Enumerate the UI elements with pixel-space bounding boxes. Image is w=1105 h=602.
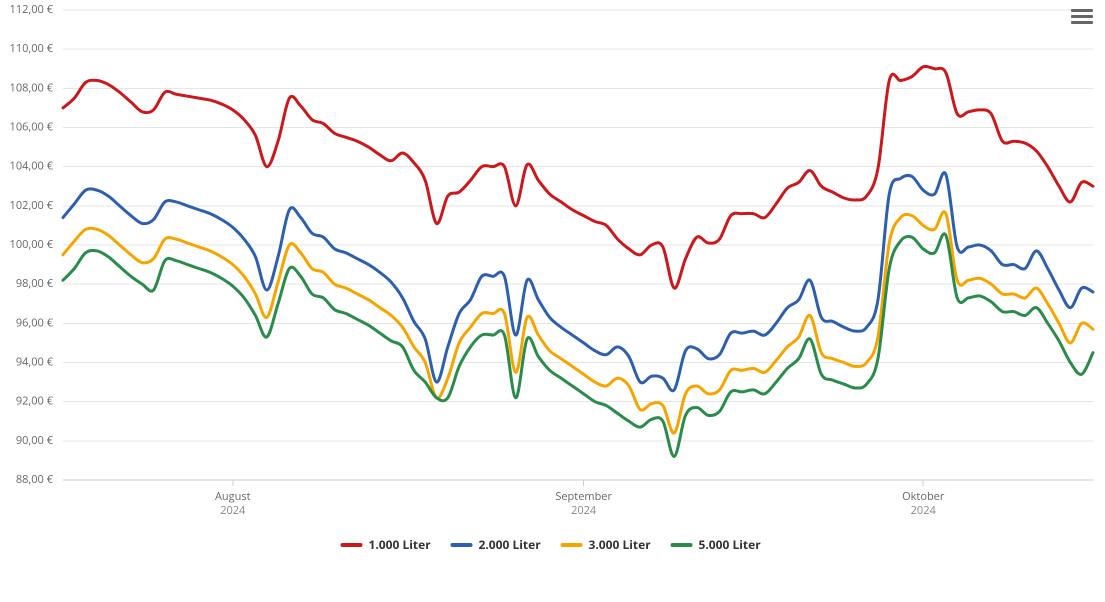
y-tick-label: 104,00 €: [10, 159, 54, 174]
legend-label[interactable]: 2.000 Liter: [479, 536, 542, 553]
y-tick-label: 106,00 €: [10, 119, 54, 134]
x-tick-sublabel: 2024: [911, 503, 937, 518]
y-tick-label: 94,00 €: [16, 354, 54, 369]
y-tick-label: 100,00 €: [10, 237, 54, 252]
legend-label[interactable]: 5.000 Liter: [699, 536, 762, 553]
y-tick-label: 92,00 €: [16, 394, 54, 409]
y-tick-label: 112,00 €: [10, 2, 54, 17]
y-tick-label: 98,00 €: [16, 276, 54, 291]
x-tick-sublabel: 2024: [571, 503, 597, 518]
series-line-3[interactable]: [63, 234, 1093, 457]
price-chart: 88,00 € 90,00 € 92,00 € 94,00 € 96,00 € 98,00…: [0, 0, 1105, 602]
series-group: [63, 66, 1093, 456]
legend: 1.000 Liter 2.000 Liter 3.000 Liter 5.000 L…: [343, 536, 762, 553]
x-tick-label: August: [215, 489, 251, 504]
y-tick-label: 90,00 €: [16, 433, 54, 448]
chart-svg: 88,00 € 90,00 € 92,00 € 94,00 € 96,00 € 98,00…: [0, 0, 1105, 602]
y-tick-label: 96,00 €: [16, 315, 54, 330]
legend-label[interactable]: 3.000 Liter: [589, 536, 652, 553]
x-tick-label: September: [555, 489, 612, 504]
y-tick-label: 102,00 €: [10, 198, 54, 213]
x-tick-label: Oktober: [902, 489, 945, 504]
chart-menu-icon[interactable]: [1071, 6, 1093, 28]
y-tick-label: 110,00 €: [10, 41, 54, 56]
legend-label[interactable]: 1.000 Liter: [369, 536, 432, 553]
x-tick-sublabel: 2024: [220, 503, 246, 518]
y-tick-label: 108,00 €: [10, 80, 54, 95]
y-tick-label: 88,00 €: [16, 472, 54, 487]
